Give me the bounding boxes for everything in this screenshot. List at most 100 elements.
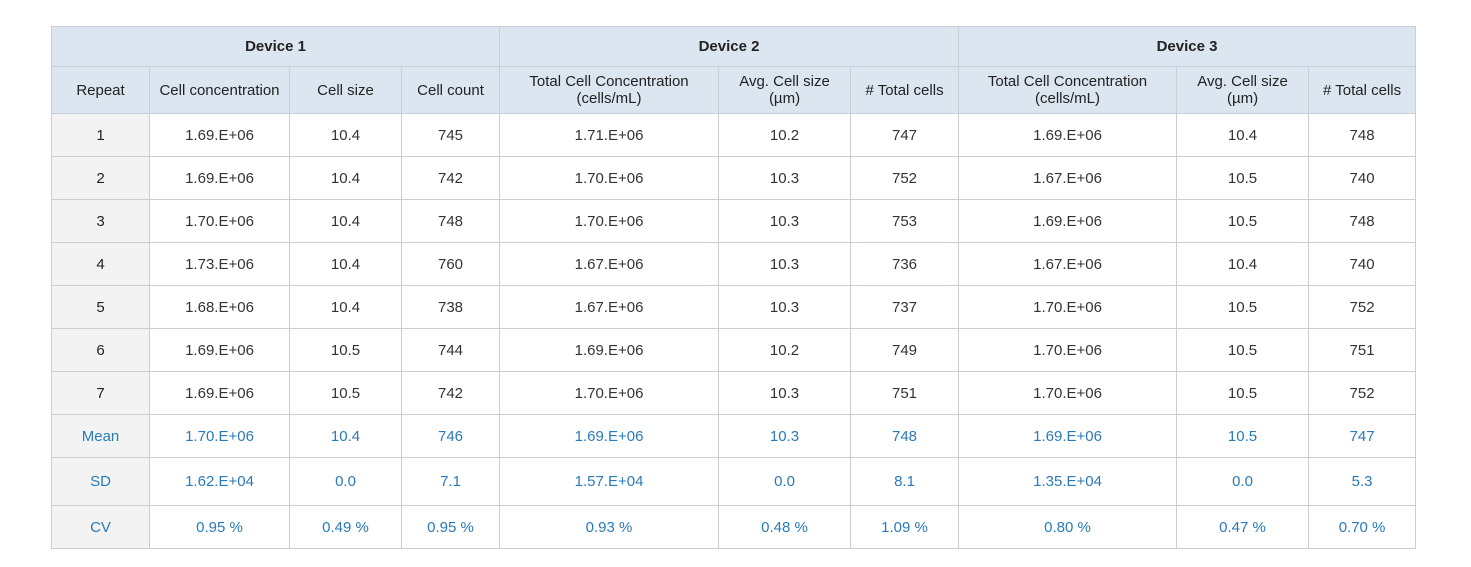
table-cell: 0.93 % — [499, 505, 720, 549]
table-cell: 1.62.E+04 — [149, 457, 290, 506]
table-cell: 10.3 — [718, 414, 852, 458]
table-cell: 740 — [1308, 156, 1417, 200]
table-cell: 1.69.E+06 — [149, 113, 290, 157]
table-cell: 748 — [850, 414, 960, 458]
table-cell: 10.5 — [1176, 156, 1310, 200]
group-header: Device 3 — [958, 26, 1417, 67]
table-cell: 10.5 — [1176, 328, 1310, 372]
table-cell: 736 — [850, 242, 960, 286]
table-cell: 752 — [850, 156, 960, 200]
table-cell: 740 — [1308, 242, 1417, 286]
table-body: 1 1.69.E+06 10.4 745 1.71.E+06 10.2 747 1.69.E+… — [51, 113, 1417, 549]
table-cell: 10.5 — [1176, 414, 1310, 458]
data-table: Device 1 Device 2 Device 3 Repeat Cell conc… — [50, 26, 1417, 549]
column-header: Avg. Cell size (µm) — [1176, 66, 1310, 114]
table-cell: 10.3 — [718, 242, 852, 286]
table-row: 3 1.70.E+06 10.4 748 1.70.E+06 10.3 753 1.69.E+… — [51, 199, 1417, 243]
table-cell: 1.70.E+06 — [499, 199, 720, 243]
table-cell: 10.4 — [289, 199, 402, 243]
row-label: 2 — [51, 156, 150, 200]
column-header: Cell count — [400, 66, 501, 114]
table-cell: 10.5 — [1176, 371, 1310, 415]
table-cell: 10.4 — [289, 285, 402, 329]
table-cell: 746 — [400, 414, 501, 458]
table-cell: 0.48 % — [718, 505, 852, 549]
table-cell: 1.69.E+06 — [149, 328, 290, 372]
table-cell: 1.69.E+06 — [499, 414, 720, 458]
table-cell: 10.3 — [718, 371, 852, 415]
table-cell: 1.69.E+06 — [958, 199, 1178, 243]
table-row: 7 1.69.E+06 10.5 742 1.70.E+06 10.3 751 1.70.E+… — [51, 371, 1417, 415]
table-cell: 744 — [400, 328, 501, 372]
table-row: 6 1.69.E+06 10.5 744 1.69.E+06 10.2 749 1.70.E+… — [51, 328, 1417, 372]
table-cell: 1.67.E+06 — [499, 242, 720, 286]
column-header: Avg. Cell size (µm) — [718, 66, 852, 114]
table-cell: 1.70.E+06 — [149, 199, 290, 243]
row-label: Mean — [51, 414, 150, 458]
group-row: Device 1 Device 2 Device 3 — [50, 26, 1417, 67]
table-cell: 745 — [400, 113, 501, 157]
row-label: 7 — [51, 371, 150, 415]
table-cell: 1.57.E+04 — [499, 457, 720, 506]
row-label: 4 — [51, 242, 150, 286]
table-cell: 10.4 — [1176, 113, 1310, 157]
column-header: Total Cell Concentration (cells/mL) — [958, 66, 1178, 114]
table-cell: 1.35.E+04 — [958, 457, 1178, 506]
table-cell: 10.2 — [718, 113, 852, 157]
table-cell: 0.0 — [289, 457, 402, 506]
table-cell: 760 — [400, 242, 501, 286]
table-row: 5 1.68.E+06 10.4 738 1.67.E+06 10.3 737 1.70.E+… — [51, 285, 1417, 329]
table-cell: 1.70.E+06 — [958, 285, 1178, 329]
table-cell: 1.70.E+06 — [958, 328, 1178, 372]
table-cell: 748 — [400, 199, 501, 243]
table-cell: 748 — [1308, 199, 1417, 243]
table-cell: 10.5 — [289, 371, 402, 415]
table-row: 1 1.69.E+06 10.4 745 1.71.E+06 10.2 747 1.69.E+… — [51, 113, 1417, 157]
table-cell: 5.3 — [1308, 457, 1417, 506]
table-cell: 749 — [850, 328, 960, 372]
column-row: Repeat Cell concentration Cell size Cell co… — [51, 66, 1417, 114]
group-header: Device 1 — [50, 26, 501, 67]
table-cell: 1.73.E+06 — [149, 242, 290, 286]
table-cell: 10.5 — [1176, 285, 1310, 329]
table-cell: 10.3 — [718, 156, 852, 200]
column-header: Cell size — [289, 66, 402, 114]
group-header: Device 2 — [499, 26, 960, 67]
column-header: Total Cell Concentration (cells/mL) — [499, 66, 720, 114]
table-cell: 1.67.E+06 — [958, 156, 1178, 200]
table-cell: 748 — [1308, 113, 1417, 157]
table-cell: 10.4 — [289, 156, 402, 200]
row-label: 3 — [51, 199, 150, 243]
table-cell: 10.4 — [289, 242, 402, 286]
row-label: 1 — [51, 113, 150, 157]
table-cell: 7.1 — [400, 457, 501, 506]
column-header: # Total cells — [1308, 66, 1417, 114]
table-cell: 10.3 — [718, 285, 852, 329]
table-cell: 1.70.E+06 — [499, 371, 720, 415]
table-row: 4 1.73.E+06 10.4 760 1.67.E+06 10.3 736 1.67.E+… — [51, 242, 1417, 286]
row-label: CV — [51, 505, 150, 549]
table-row: SD 1.62.E+04 0.0 7.1 1.57.E+04 0.0 8.1 1.35.E+0… — [51, 457, 1417, 506]
table-cell: 0.70 % — [1308, 505, 1417, 549]
table-cell: 10.4 — [289, 414, 402, 458]
table-cell: 1.70.E+06 — [958, 371, 1178, 415]
table-cell: 10.4 — [1176, 242, 1310, 286]
table-cell: 0.47 % — [1176, 505, 1310, 549]
table-cell: 753 — [850, 199, 960, 243]
table-cell: 737 — [850, 285, 960, 329]
table-cell: 1.69.E+06 — [958, 414, 1178, 458]
table-row: 2 1.69.E+06 10.4 742 1.70.E+06 10.3 752 1.67.E+… — [51, 156, 1417, 200]
row-label: 6 — [51, 328, 150, 372]
table-cell: 10.5 — [289, 328, 402, 372]
table-cell: 10.4 — [289, 113, 402, 157]
table-cell: 752 — [1308, 285, 1417, 329]
table-cell: 1.69.E+06 — [149, 156, 290, 200]
table-cell: 10.3 — [718, 199, 852, 243]
table-cell: 1.69.E+06 — [149, 371, 290, 415]
table-cell: 0.0 — [1176, 457, 1310, 506]
table-cell: 751 — [850, 371, 960, 415]
table-cell: 1.70.E+06 — [149, 414, 290, 458]
row-label: 5 — [51, 285, 150, 329]
table-cell: 752 — [1308, 371, 1417, 415]
